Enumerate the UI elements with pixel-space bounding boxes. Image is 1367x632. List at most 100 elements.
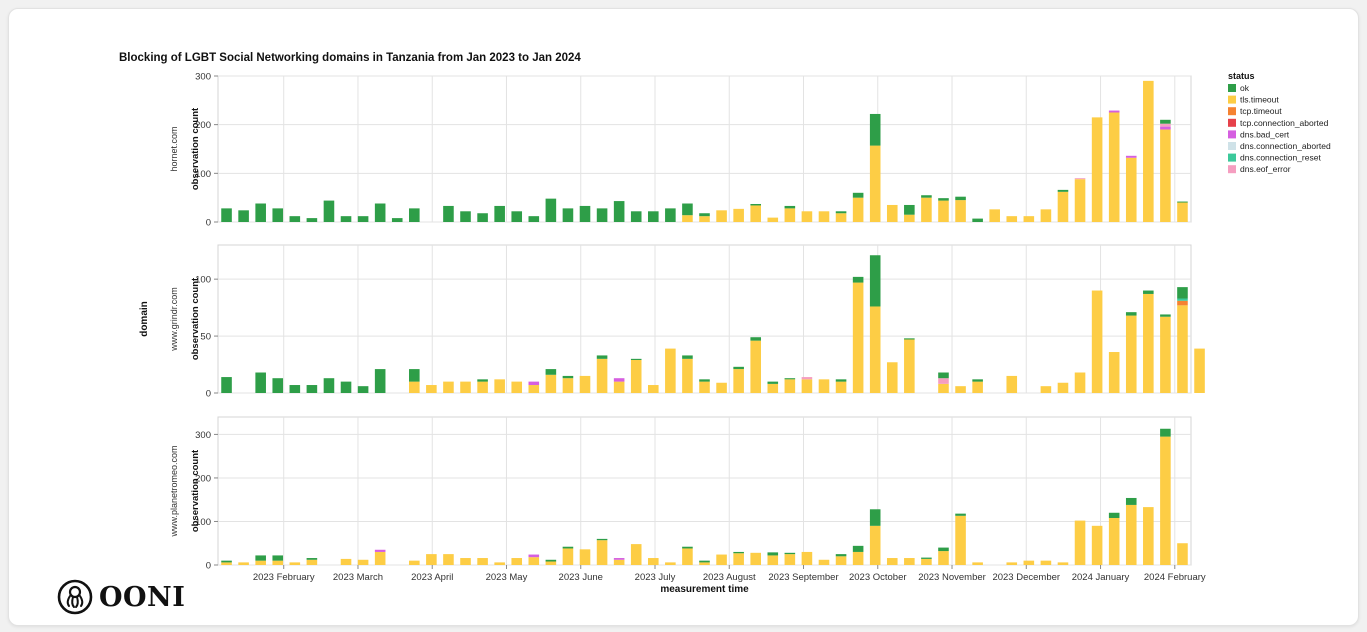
bar-segment-tls-timeout xyxy=(596,358,608,393)
bar-segment-ok xyxy=(562,208,574,222)
bar-segment-tls-timeout xyxy=(801,211,813,222)
legend-swatch xyxy=(1228,107,1236,116)
legend-swatch xyxy=(1228,95,1236,104)
bar-segment-tls-timeout xyxy=(1108,352,1120,393)
bar-segment-tls-timeout xyxy=(682,358,693,393)
x-tick-label: 2024 February xyxy=(1144,572,1206,583)
bar-segment-ok xyxy=(750,203,762,206)
bar-segment-tls-timeout xyxy=(955,386,966,393)
bar-segment-tls-timeout xyxy=(972,381,983,393)
x-tick-label: 2023 December xyxy=(992,572,1060,583)
bar-segment-ok xyxy=(1125,497,1137,505)
bar-segment-tls-timeout xyxy=(1057,382,1069,393)
bar-segment-ok xyxy=(255,372,266,393)
x-tick-label: 2023 June xyxy=(559,572,603,583)
bar-segment-tls-timeout xyxy=(1040,209,1052,222)
bar-segment-tls-timeout xyxy=(1108,517,1120,565)
bar-segment-tls-timeout xyxy=(1160,436,1171,565)
bar-segment-ok xyxy=(630,211,642,222)
bar-segment-dns-bad-cert xyxy=(613,378,625,382)
bar-segment-tls-timeout xyxy=(784,379,796,393)
bar-segment-tls-timeout xyxy=(801,551,813,565)
bar-segment-tls-timeout xyxy=(562,378,574,393)
bar-segment-tls-timeout xyxy=(921,197,932,222)
bar-segment-ok xyxy=(289,216,301,222)
x-tick-label: 2023 October xyxy=(849,572,907,583)
y-axis-title: observation count xyxy=(190,107,201,190)
bar-segment-ok xyxy=(955,513,966,516)
bar-segment-ok xyxy=(1160,119,1171,124)
legend-label: tcp.timeout xyxy=(1240,106,1282,116)
legend-label: dns.connection_reset xyxy=(1240,153,1321,163)
bar-segment-tls-timeout xyxy=(1023,560,1035,565)
bar-segment-tls-timeout xyxy=(767,555,779,565)
bar-segment-dns-bad-cert xyxy=(1108,110,1120,113)
bar-segment-tls-timeout xyxy=(733,553,744,565)
bar-segment-ok xyxy=(1177,287,1188,299)
bar-segment-tls-timeout xyxy=(904,558,915,565)
x-tick-label: 2023 March xyxy=(333,572,383,583)
bar-segment-tls-timeout xyxy=(477,558,488,565)
bar-segment-ok xyxy=(272,208,284,222)
bar-segment-ok xyxy=(1125,312,1137,316)
bar-segment-tls-timeout xyxy=(818,211,830,222)
bar-segment-tls-timeout xyxy=(494,562,505,565)
bar-segment-tls-timeout xyxy=(613,381,625,393)
bar-segment-ok xyxy=(579,205,591,222)
bar-segment-dns-bad-cert xyxy=(613,558,625,560)
bar-segment-tls-timeout xyxy=(767,217,779,222)
bar-segment-ok xyxy=(477,213,488,222)
bar-segment-ok xyxy=(630,358,642,360)
bar-segment-tls-timeout xyxy=(1006,216,1018,222)
bar-segment-ok xyxy=(255,555,266,561)
bar-segment-tls-timeout xyxy=(955,200,966,222)
bar-segment-tls-timeout xyxy=(1160,129,1171,222)
bar-segment-ok xyxy=(323,200,335,222)
y-axis-title: observation count xyxy=(190,449,201,532)
bar-segment-tls-timeout xyxy=(1023,216,1035,222)
bar-segment-tls-timeout xyxy=(921,558,932,565)
bar-segment-ok xyxy=(323,378,335,393)
bar-segment-tls-timeout xyxy=(426,385,437,393)
facet-frame xyxy=(217,416,1192,566)
bar-segment-ok xyxy=(562,375,574,379)
bar-segment-ok xyxy=(682,355,693,359)
y-tick-label: 0 xyxy=(206,389,211,400)
bar-segment-tls-timeout xyxy=(374,551,386,565)
legend-label: ok xyxy=(1240,83,1250,93)
bar-segment-tls-timeout xyxy=(682,548,693,565)
bar-segment-tls-timeout xyxy=(528,557,540,565)
bar-segment-ok xyxy=(767,552,779,556)
bar-segment-tls-timeout xyxy=(272,560,284,565)
bar-segment-tls-timeout xyxy=(511,381,523,393)
bar-segment-ok xyxy=(545,369,557,375)
y-tick-label: 200 xyxy=(195,120,211,131)
legend-label: dns.bad_cert xyxy=(1240,129,1290,139)
bar-segment-tls-timeout xyxy=(886,362,898,393)
legend-swatch xyxy=(1228,165,1236,174)
bar-segment-tls-timeout xyxy=(852,282,864,393)
bar-segment-tls-timeout xyxy=(818,379,830,393)
bar-segment-ok xyxy=(835,379,847,382)
bar-segment-ok xyxy=(340,216,352,222)
bar-segment-tls-timeout xyxy=(955,515,966,565)
bar-segment-tls-timeout xyxy=(699,562,710,565)
bar-segment-tls-timeout xyxy=(1143,80,1154,222)
bar-segment-ok xyxy=(938,372,949,379)
bar-segment-tls-timeout xyxy=(1057,562,1069,565)
x-tick-label: 2023 September xyxy=(768,572,838,583)
bar-segment-dns-eof-error xyxy=(938,378,949,384)
bar-segment-ok xyxy=(460,211,471,222)
bar-segment-dns-connection-reset xyxy=(1177,298,1188,301)
bar-segment-ok xyxy=(869,113,881,146)
bar-segment-tls-timeout xyxy=(904,339,915,393)
bar-segment-ok xyxy=(255,203,266,222)
bar-segment-ok xyxy=(306,218,318,222)
x-tick-label: 2023 August xyxy=(703,572,756,583)
bar-segment-ok xyxy=(972,379,983,382)
bar-segment-tls-timeout xyxy=(289,562,301,565)
bar-segment-ok xyxy=(1057,189,1069,192)
bar-segment-tls-timeout xyxy=(835,556,847,565)
bar-segment-tls-timeout xyxy=(545,374,557,393)
x-axis-title: measurement time xyxy=(660,584,749,595)
